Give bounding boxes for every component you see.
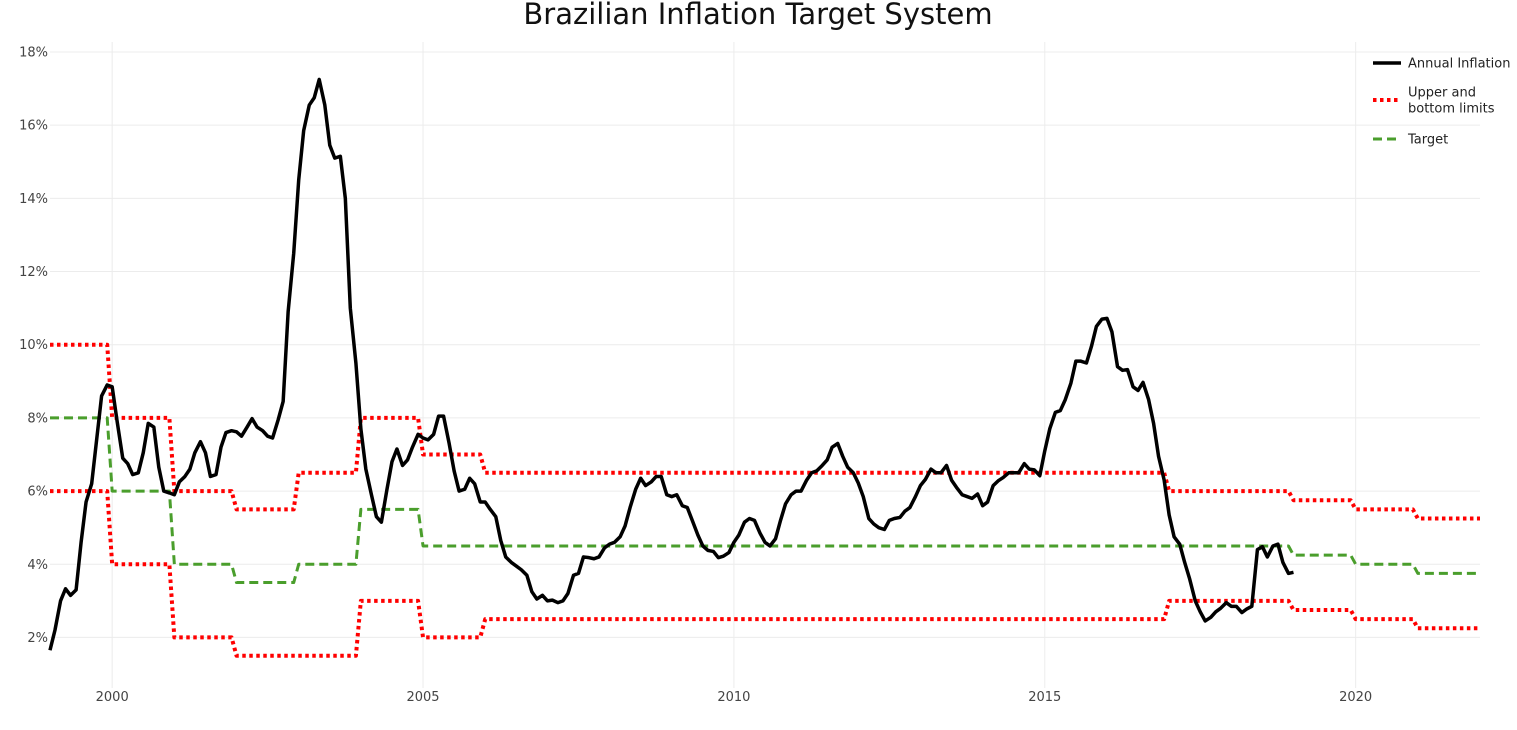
x-tick-label: 2020 [1339,690,1372,705]
y-tick-label: 12% [19,265,48,280]
legend-item-target[interactable]: Target [1373,133,1448,148]
y-tick-label: 18% [19,46,48,61]
x-axis: 2000 2005 2010 2015 2020 [96,690,1373,705]
legend[interactable]: Annual Inflation Upper and bottom limits Ta… [1373,57,1510,148]
legend-label: Target [1407,133,1448,148]
x-tick-label: 2005 [406,690,439,705]
y-tick-label: 10% [19,338,48,353]
chart-title: Brazilian Inflation Target System [523,0,992,31]
grid-lines [50,42,1480,688]
y-tick-label: 4% [27,558,48,573]
x-tick-label: 2010 [717,690,750,705]
y-tick-label: 8% [27,411,48,426]
x-tick-label: 2000 [96,690,129,705]
legend-item-annual-inflation[interactable]: Annual Inflation [1373,57,1510,72]
x-tick-label: 2015 [1028,690,1061,705]
legend-item-upper-and-bottom-limits[interactable]: Upper and bottom limits [1373,86,1495,117]
series-layer [48,77,1480,658]
series-line-target [50,416,1480,585]
y-axis: 2% 4% 6% 8% 10% 12% 14% 16% 18% [19,46,48,646]
y-tick-label: 14% [19,192,48,207]
legend-label: Upper and bottom limits [1408,86,1495,117]
legend-label: Annual Inflation [1408,57,1510,72]
series-line-bottom-limit [50,489,1480,658]
y-tick-label: 2% [27,631,48,646]
series-line-annual-inflation [48,77,1294,651]
y-tick-label: 6% [27,485,48,500]
y-tick-label: 16% [19,119,48,134]
